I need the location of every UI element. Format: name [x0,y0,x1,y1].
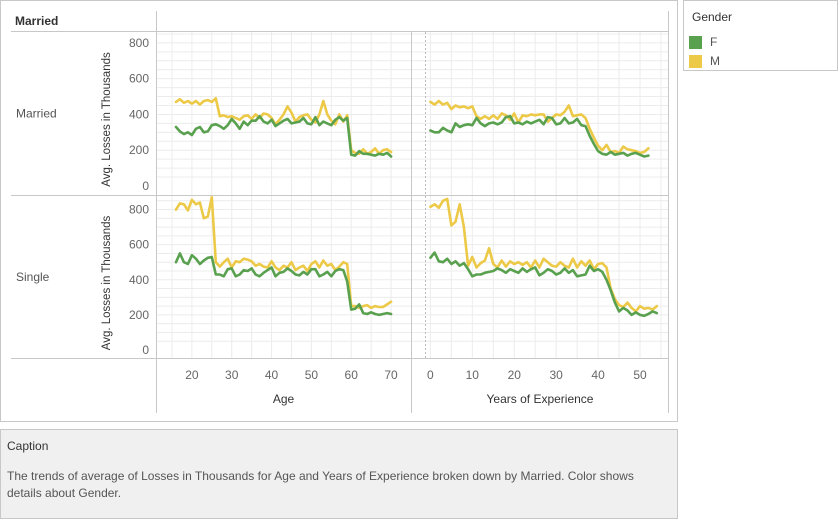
x-tick-label: 60 [345,368,359,382]
caption-title: Caption [7,439,49,453]
row-header-title: Married [15,14,59,28]
row-label: Single [16,270,50,284]
y-tick-label: 600 [129,72,149,86]
legend-item-m[interactable]: M [689,54,720,68]
x-tick-label: 40 [591,368,605,382]
series-line-f-single-age [174,252,393,317]
x-tick-label: 20 [185,368,199,382]
x-tick-label: 70 [384,368,398,382]
x-axis-label: Age [273,392,295,406]
x-tick-label: 0 [427,368,434,382]
y-tick-label: 400 [129,107,149,121]
x-tick-label: 50 [633,368,647,382]
x-tick-label: 30 [549,368,563,382]
y-tick-label: 0 [142,179,149,193]
legend-swatch-f [689,35,702,49]
x-tick-label: 10 [466,368,480,382]
legend-item-f[interactable]: F [689,35,717,49]
y-tick-label: 800 [129,203,149,217]
x-tick-label: 50 [305,368,319,382]
x-tick-label: 30 [225,368,239,382]
x-tick-label: 20 [508,368,522,382]
y-axis-label: Avg. Losses in Thousands [101,216,113,351]
chart-view: Married Married Avg. Losses in Thousands 0… [0,0,678,422]
y-tick-label: 200 [129,143,149,157]
y-axis-label: Avg. Losses in Thousands [101,52,113,187]
x-axis-label: Years of Experience [487,392,594,406]
series-line-m-married-age [174,97,393,156]
series-line-m-single-age [174,196,393,310]
x-tick-label: 40 [265,368,279,382]
y-tick-label: 400 [129,273,149,287]
series-line-f-single-experience [429,251,659,318]
legend-label-m: M [710,54,720,68]
series-line-m-single-experience [429,197,659,313]
caption-text: The trends of average of Losses in Thous… [7,469,634,500]
gender-legend: Gender F M [683,0,838,71]
y-tick-label: 0 [142,343,149,357]
y-tick-label: 600 [129,238,149,252]
y-tick-label: 800 [129,36,149,50]
row-label: Married [16,107,57,121]
y-tick-label: 200 [129,308,149,322]
series-line-f-married-age [174,114,393,158]
trellis-chart: Married Avg. Losses in Thousands 020040060… [11,11,669,413]
legend-swatch-m [689,54,702,68]
series-line-f-married-experience [429,114,650,158]
legend-label-f: F [710,35,718,49]
caption-panel: Caption The trends of average of Losses … [0,429,678,519]
legend-title: Gender [692,10,733,24]
